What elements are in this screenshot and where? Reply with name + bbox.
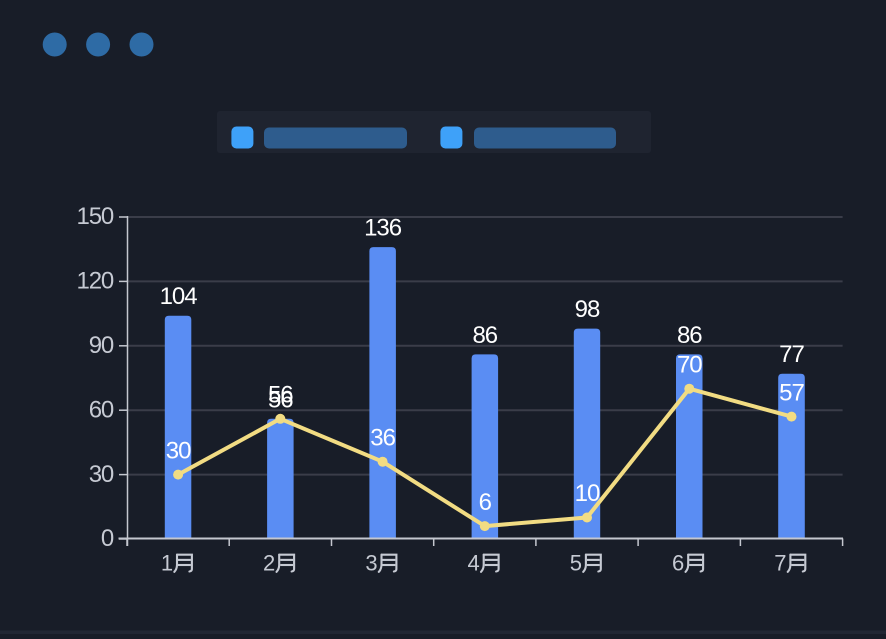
svg-text:77: 77	[779, 341, 804, 368]
svg-text:2: 2	[263, 551, 275, 576]
svg-text:90: 90	[89, 332, 114, 359]
svg-text:98: 98	[575, 296, 600, 323]
svg-text:86: 86	[472, 322, 497, 349]
svg-text:6: 6	[672, 551, 684, 576]
svg-text:56: 56	[268, 386, 293, 413]
svg-text:10: 10	[575, 480, 600, 507]
svg-text:7: 7	[774, 551, 786, 576]
svg-text:150: 150	[77, 203, 114, 230]
svg-text:4: 4	[468, 551, 480, 576]
svg-text:60: 60	[89, 396, 114, 423]
svg-text:6: 6	[479, 489, 492, 516]
svg-text:3: 3	[365, 551, 377, 576]
svg-text:1: 1	[161, 551, 173, 576]
svg-text:86: 86	[677, 322, 702, 349]
svg-text:57: 57	[779, 379, 804, 406]
svg-text:0: 0	[101, 525, 114, 552]
svg-text:36: 36	[370, 424, 395, 451]
svg-text:30: 30	[89, 461, 114, 488]
svg-text:56: 56	[268, 382, 293, 409]
svg-text:104: 104	[160, 283, 198, 310]
svg-text:30: 30	[166, 437, 191, 464]
svg-text:120: 120	[77, 268, 114, 295]
svg-text:136: 136	[364, 215, 402, 242]
svg-text:5: 5	[570, 551, 582, 576]
svg-text:70: 70	[677, 351, 702, 378]
